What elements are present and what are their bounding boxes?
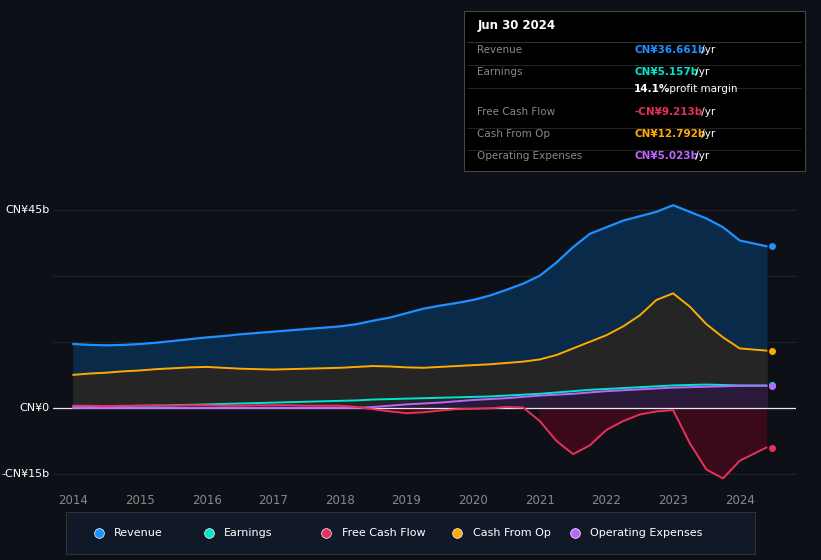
Text: Free Cash Flow: Free Cash Flow <box>342 529 425 538</box>
Text: Free Cash Flow: Free Cash Flow <box>478 107 556 116</box>
Text: CN¥0: CN¥0 <box>20 403 49 413</box>
Text: Operating Expenses: Operating Expenses <box>478 151 583 161</box>
Text: Revenue: Revenue <box>478 44 523 54</box>
Text: Revenue: Revenue <box>114 529 163 538</box>
Text: 14.1%: 14.1% <box>635 85 671 95</box>
Text: CN¥36.661b: CN¥36.661b <box>635 44 705 54</box>
Text: Earnings: Earnings <box>224 529 273 538</box>
Text: CN¥5.157b: CN¥5.157b <box>635 67 699 77</box>
Text: /yr: /yr <box>698 129 715 139</box>
Text: /yr: /yr <box>698 44 715 54</box>
Text: /yr: /yr <box>691 151 709 161</box>
Text: Operating Expenses: Operating Expenses <box>589 529 702 538</box>
Text: CN¥5.023b: CN¥5.023b <box>635 151 699 161</box>
Text: /yr: /yr <box>691 67 709 77</box>
Text: Cash From Op: Cash From Op <box>478 129 551 139</box>
Text: Jun 30 2024: Jun 30 2024 <box>478 19 556 32</box>
Text: profit margin: profit margin <box>666 85 737 95</box>
Text: Cash From Op: Cash From Op <box>473 529 550 538</box>
Text: /yr: /yr <box>698 107 715 116</box>
Text: -CN¥9.213b: -CN¥9.213b <box>635 107 703 116</box>
Text: CN¥45b: CN¥45b <box>6 204 49 214</box>
Text: CN¥12.792b: CN¥12.792b <box>635 129 705 139</box>
Text: -CN¥15b: -CN¥15b <box>2 469 49 479</box>
Text: Earnings: Earnings <box>478 67 523 77</box>
